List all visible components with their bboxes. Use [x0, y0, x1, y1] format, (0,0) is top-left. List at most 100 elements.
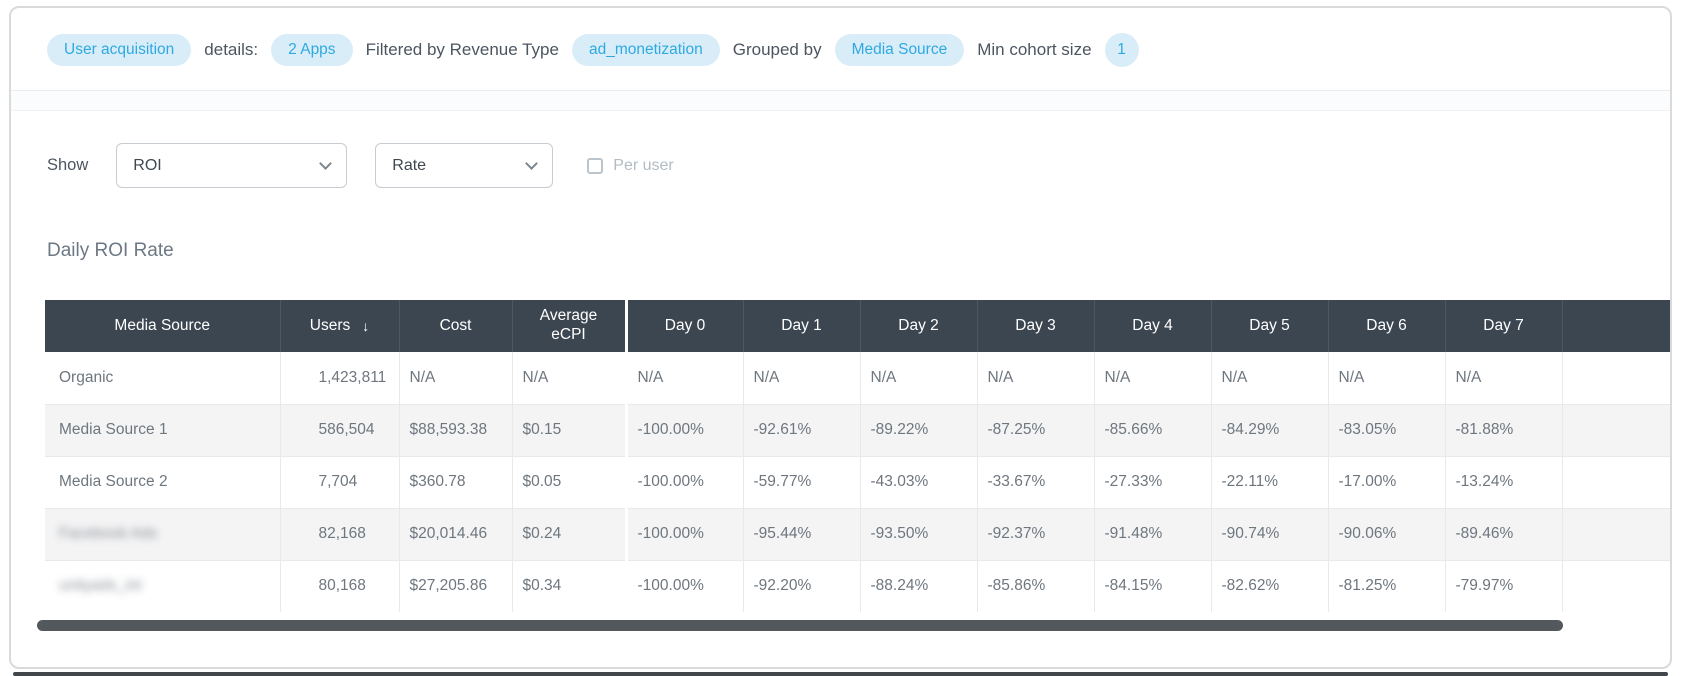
revenue-type-pill[interactable]: ad_monetization — [571, 34, 720, 66]
table-row: Media Source 1 586,504 $88,593.38 $0.15 -100… — [45, 403, 1670, 456]
cell-average-ecpi: $0.24 — [511, 507, 626, 560]
column-header-day-1[interactable]: Day 1 — [742, 300, 860, 352]
table-row: Media Source 2 7,704 $360.78 $0.05 -100.00% -… — [45, 455, 1670, 508]
column-header-label: Day 3 — [1015, 316, 1056, 334]
per-user-label: Per user — [613, 156, 674, 174]
column-header-label: Day 6 — [1366, 316, 1407, 334]
table-header-row: Media Source Users ↓ Cost Average eCPI Day 0 D… — [45, 300, 1670, 352]
sort-desc-icon: ↓ — [362, 317, 370, 334]
column-header-spacer — [1561, 300, 1670, 352]
column-header-day-6[interactable]: Day 6 — [1327, 300, 1445, 352]
chevron-down-icon — [525, 156, 539, 170]
media-source-label: Facebook Ads — [59, 525, 158, 542]
min-cohort-value-pill[interactable]: 1 — [1104, 33, 1139, 67]
media-source-label: Media Source 1 — [59, 421, 168, 438]
user-acquisition-pill[interactable]: User acquisition — [47, 34, 192, 66]
cell-day-5: -84.29% — [1210, 403, 1328, 456]
cohort-table: Media Source Users ↓ Cost Average eCPI Day 0 D… — [45, 300, 1670, 612]
column-header-label: Users — [309, 316, 351, 334]
column-header-label: Day 0 — [664, 316, 706, 334]
grouped-by-label: Grouped by — [732, 40, 822, 59]
chevron-down-icon — [319, 156, 333, 170]
media-source-cell: Media Source 2 — [45, 455, 280, 508]
cell-day-1: -95.44% — [742, 507, 860, 560]
per-user-option: Per user — [587, 156, 674, 175]
cell-users: 80,168 — [279, 559, 399, 612]
cell-day-0: -100.00% — [624, 455, 743, 508]
cell-day-7: -89.46% — [1444, 507, 1562, 560]
cell-day-5: -82.62% — [1210, 559, 1328, 612]
column-header-users[interactable]: Users ↓ — [279, 300, 399, 352]
spacer-cell — [1561, 352, 1670, 404]
horizontal-scrollbar-thumb[interactable] — [37, 620, 1563, 631]
cell-cost: $20,014.46 — [398, 507, 512, 560]
column-header-day-7[interactable]: Day 7 — [1444, 300, 1562, 352]
dashboard-card: User acquisition details: 2 Apps Filtered b… — [9, 6, 1672, 669]
metric-dropdown-value: ROI — [133, 156, 162, 174]
cell-day-5: -22.11% — [1210, 455, 1328, 508]
column-header-day-3[interactable]: Day 3 — [976, 300, 1094, 352]
cell-day-3: N/A — [976, 352, 1094, 404]
cell-day-4: -27.33% — [1093, 455, 1211, 508]
cell-day-7: -81.88% — [1444, 403, 1562, 456]
cell-average-ecpi: $0.15 — [511, 403, 626, 456]
cell-day-7: -13.24% — [1444, 455, 1562, 508]
column-header-media-source[interactable]: Media Source — [45, 300, 280, 352]
column-header-label: Day 7 — [1483, 316, 1524, 334]
cell-day-3: -33.67% — [976, 455, 1094, 508]
media-source-cell: Facebook Ads — [45, 507, 280, 560]
column-header-label: Media Source — [114, 316, 211, 334]
rate-dropdown[interactable]: Rate — [375, 143, 554, 188]
column-header-day-5[interactable]: Day 5 — [1210, 300, 1328, 352]
column-header-label: Cost — [439, 316, 472, 334]
cell-day-2: -89.22% — [859, 403, 977, 456]
spacer-cell — [1561, 559, 1670, 612]
cell-day-1: -92.61% — [742, 403, 860, 456]
column-header-day-2[interactable]: Day 2 — [859, 300, 977, 352]
cell-day-4: -84.15% — [1093, 559, 1211, 612]
window-bottom-edge — [13, 672, 1668, 676]
cell-day-2: -43.03% — [859, 455, 977, 508]
cell-users: 7,704 — [279, 455, 399, 508]
media-source-cell: unityads_int — [45, 559, 280, 612]
cell-day-0: -100.00% — [624, 559, 743, 612]
cell-day-7: N/A — [1444, 352, 1562, 404]
cell-day-6: -81.25% — [1327, 559, 1445, 612]
cell-day-6: -90.06% — [1327, 507, 1445, 560]
cell-day-0: -100.00% — [624, 507, 743, 560]
column-header-day-0[interactable]: Day 0 — [624, 300, 743, 352]
cell-day-2: -93.50% — [859, 507, 977, 560]
apps-count-pill[interactable]: 2 Apps — [271, 34, 353, 66]
cell-average-ecpi: $0.34 — [511, 559, 626, 612]
column-header-day-4[interactable]: Day 4 — [1093, 300, 1211, 352]
per-user-checkbox[interactable] — [587, 157, 604, 174]
cell-day-2: N/A — [859, 352, 977, 404]
media-source-label: Organic — [59, 368, 114, 386]
cell-day-4: -85.66% — [1093, 403, 1211, 456]
metric-dropdown[interactable]: ROI — [116, 143, 348, 188]
cell-day-4: N/A — [1093, 352, 1211, 404]
column-header-average-ecpi[interactable]: Average eCPI — [511, 300, 626, 352]
details-label: details: — [204, 40, 259, 59]
column-header-cost[interactable]: Cost — [398, 300, 512, 352]
cell-day-5: -90.74% — [1210, 507, 1328, 560]
media-source-cell: Organic — [45, 352, 280, 404]
cell-day-4: -91.48% — [1093, 507, 1211, 560]
cell-average-ecpi: N/A — [511, 352, 626, 404]
filtered-by-label: Filtered by Revenue Type — [365, 40, 559, 59]
cell-day-1: N/A — [742, 352, 860, 404]
divider-band — [11, 91, 1670, 111]
column-header-label: Day 2 — [898, 316, 939, 334]
media-source-cell: Media Source 1 — [45, 403, 280, 456]
cell-users: 1,423,811 — [279, 352, 399, 404]
cell-cost: $88,593.38 — [398, 403, 512, 456]
column-header-label: Day 1 — [781, 316, 822, 334]
column-header-label: Day 4 — [1132, 316, 1173, 334]
group-by-pill[interactable]: Media Source — [834, 34, 965, 66]
table-body: Organic 1,423,811 N/A N/A N/A N/A N/A N/A N/A N/A… — [45, 352, 1670, 612]
cell-day-3: -87.25% — [976, 403, 1094, 456]
cell-day-6: N/A — [1327, 352, 1445, 404]
cohort-table-container: Media Source Users ↓ Cost Average eCPI Day 0 D… — [45, 300, 1670, 613]
cell-day-1: -59.77% — [742, 455, 860, 508]
media-source-label: Media Source 2 — [59, 473, 168, 490]
